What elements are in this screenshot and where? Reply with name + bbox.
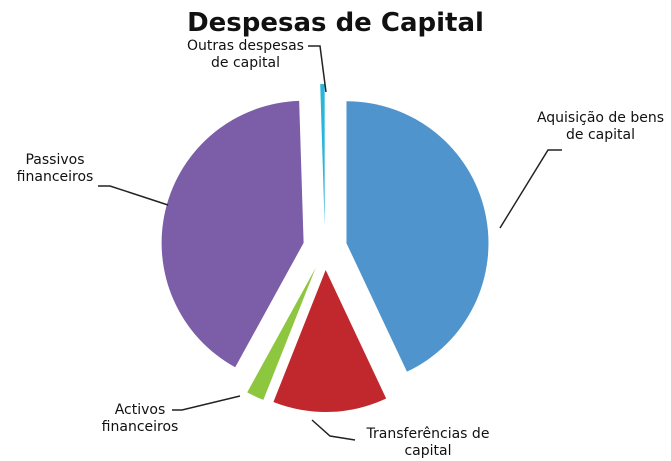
pie-slice — [247, 267, 316, 400]
pie-slice — [320, 84, 325, 227]
slice-label: Activos financeiros — [101, 402, 179, 435]
slice-label: Aquisição de bens de capital — [536, 110, 665, 143]
slice-label: Passivos financeiros — [16, 152, 94, 185]
slice-label: Transferências de capital — [366, 426, 490, 459]
leader-line — [308, 45, 327, 93]
pie-slice — [346, 101, 489, 372]
pie-slice — [273, 269, 387, 412]
slice-label: Outras despesas de capital — [187, 38, 304, 71]
leader-line — [499, 149, 562, 229]
leader-line — [98, 185, 169, 206]
leader-line — [172, 395, 241, 411]
leader-line — [311, 419, 356, 441]
chart-title: Despesas de Capital — [187, 8, 484, 38]
pie-slice — [161, 100, 304, 368]
